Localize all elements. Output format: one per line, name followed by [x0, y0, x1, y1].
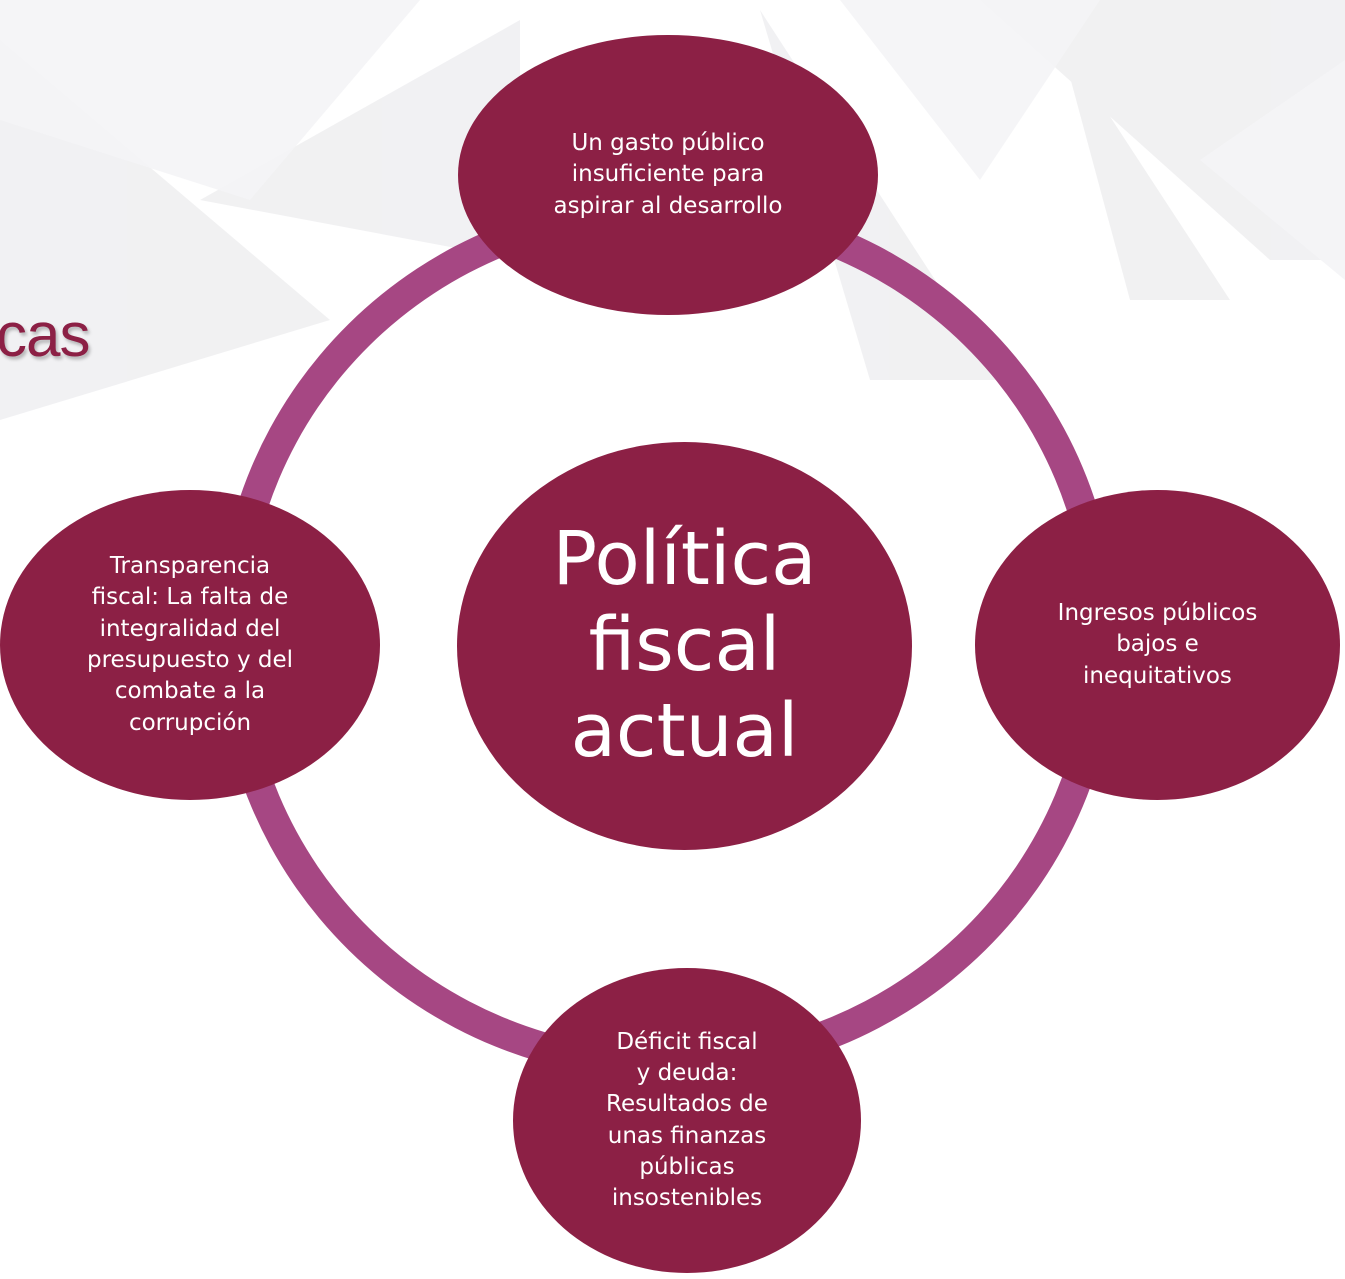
node-left: Transparencia fiscal: La falta de integr…: [0, 490, 380, 800]
node-bottom-label: Déficit fiscal y deuda: Resultados de un…: [606, 1028, 768, 1212]
node-center-label: Política fiscal actual: [552, 516, 817, 774]
node-center: Política fiscal actual: [457, 442, 912, 850]
page-title-fragment: cas: [0, 301, 90, 370]
node-right-label: Ingresos públicos bajos e inequitativos: [1057, 600, 1258, 689]
node-top-label: Un gasto público insuficiente para aspir…: [553, 130, 783, 219]
node-left-label: Transparencia fiscal: La falta de integr…: [86, 553, 294, 736]
node-top: Un gasto público insuficiente para aspir…: [458, 35, 878, 315]
node-bottom: Déficit fiscal y deuda: Resultados de un…: [513, 968, 861, 1273]
node-right: Ingresos públicos bajos e inequitativos: [975, 490, 1340, 800]
